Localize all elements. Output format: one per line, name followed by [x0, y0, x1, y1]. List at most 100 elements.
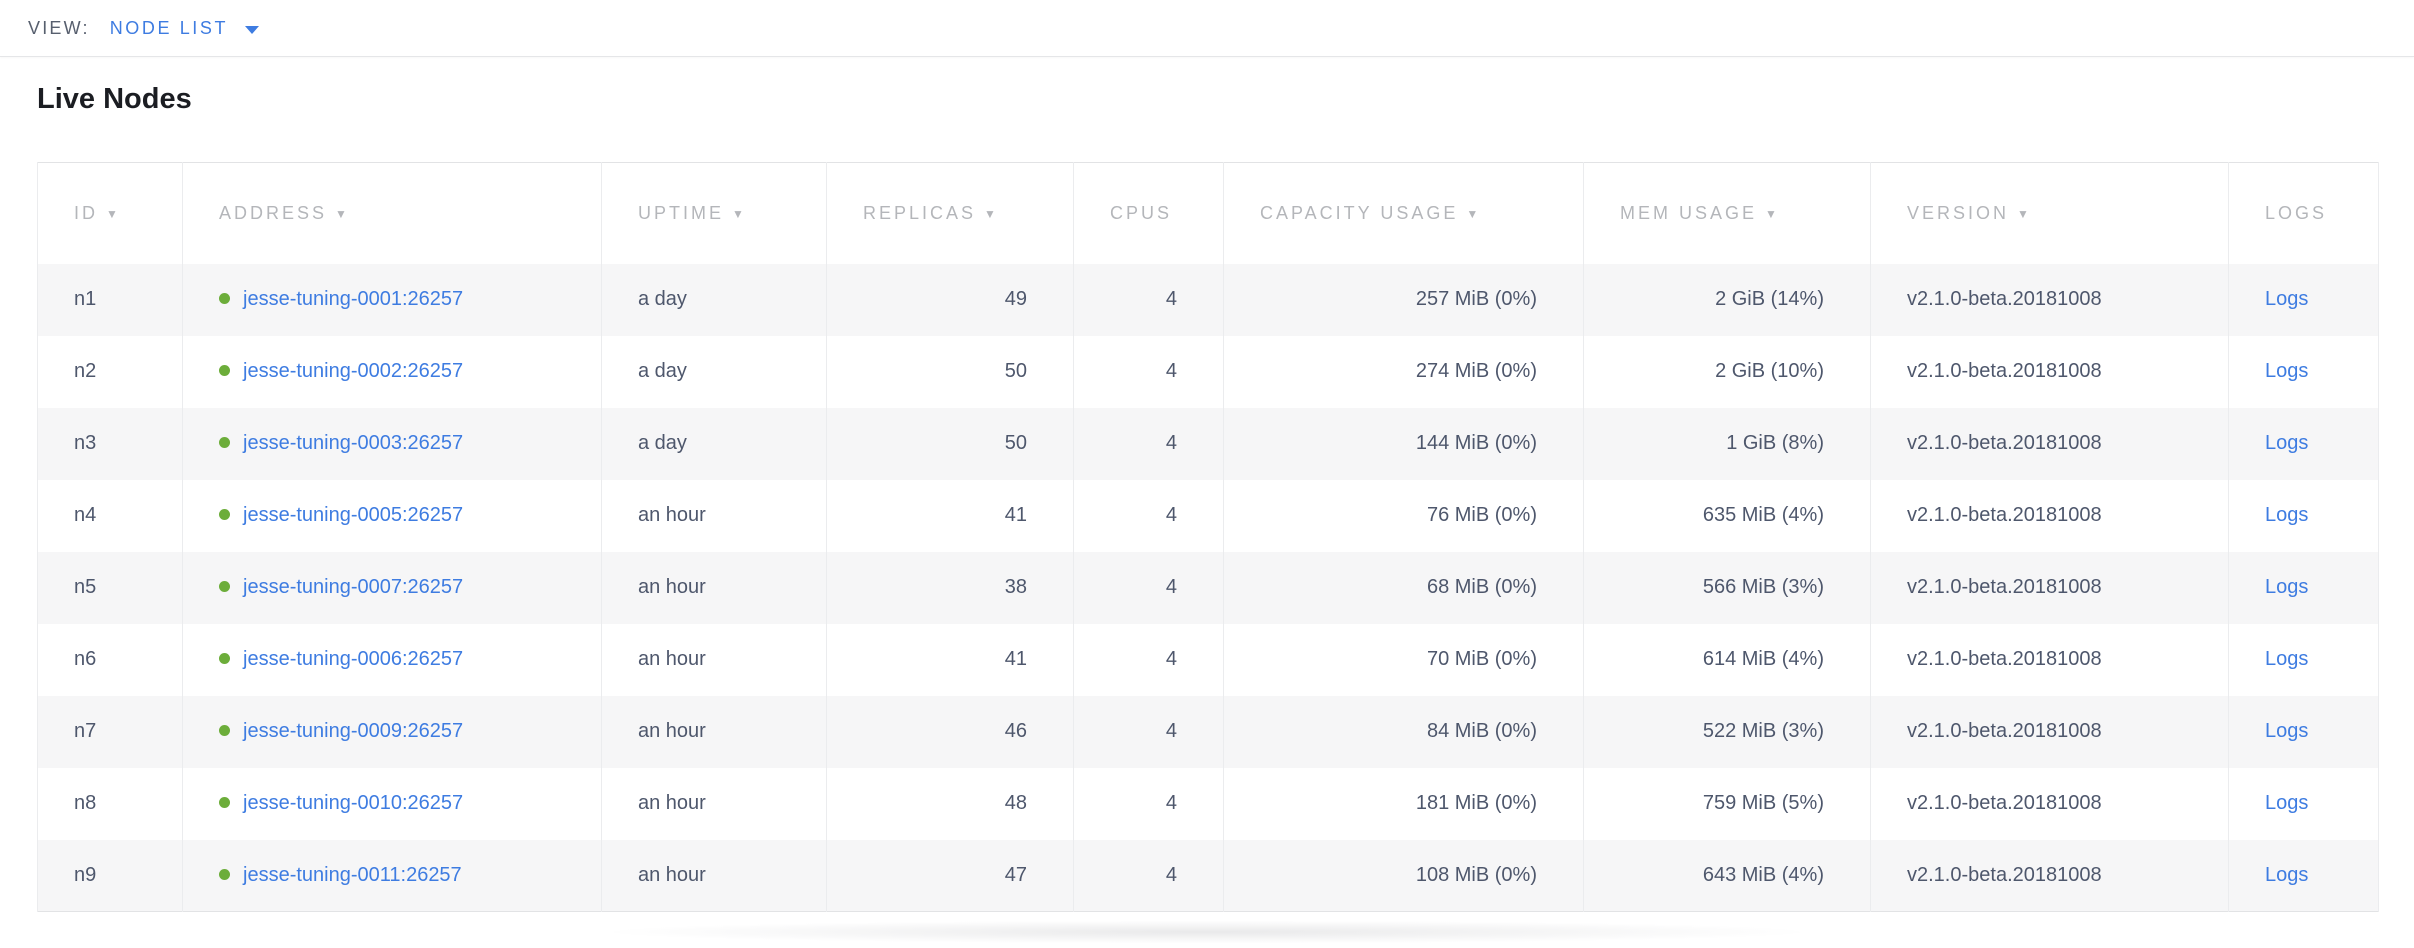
node-address-link[interactable]: jesse-tuning-0001:26257 — [243, 288, 464, 310]
node-mem-cell: 1 GiB (8%) — [1583, 407, 1871, 480]
node-logs-cell: Logs — [2228, 263, 2379, 336]
node-capacity-cell: 68 MiB (0%) — [1223, 551, 1584, 624]
node-cpus-cell: 4 — [1073, 839, 1224, 912]
node-address-cell: jesse-tuning-0005:26257 — [182, 479, 602, 552]
node-capacity-cell: 76 MiB (0%) — [1223, 479, 1584, 552]
node-logs-link[interactable]: Logs — [2265, 288, 2309, 310]
node-logs-cell: Logs — [2228, 407, 2379, 480]
column-header-label: CPUS — [1110, 202, 1173, 223]
node-cpus-cell: 4 — [1073, 551, 1224, 624]
node-address-cell: jesse-tuning-0006:26257 — [182, 623, 602, 696]
node-id-cell: n7 — [37, 695, 183, 768]
node-logs-link[interactable]: Logs — [2265, 863, 2309, 886]
node-uptime-cell: an hour — [601, 839, 827, 912]
node-replicas-cell: 46 — [826, 695, 1074, 768]
column-header-address[interactable]: ADDRESS ▼ — [182, 162, 602, 264]
node-id-cell: n9 — [37, 839, 183, 912]
node-logs-cell: Logs — [2228, 479, 2379, 552]
node-cpus-cell: 4 — [1073, 695, 1224, 768]
view-bar: VIEW: NODE LIST — [0, 0, 2414, 57]
sort-arrow-icon: ▼ — [984, 206, 996, 221]
node-version-cell: v2.1.0-beta.20181008 — [1870, 407, 2229, 480]
node-address-link[interactable]: jesse-tuning-0003:26257 — [243, 432, 464, 454]
node-logs-link[interactable]: Logs — [2265, 576, 2309, 598]
node-replicas-cell: 49 — [826, 263, 1074, 336]
node-address-link[interactable]: jesse-tuning-0005:26257 — [243, 504, 464, 526]
node-logs-link[interactable]: Logs — [2265, 720, 2309, 742]
table-row: n4 jesse-tuning-0005:26257 an hour 41 4 76 Mi… — [37, 479, 2379, 552]
node-address-link[interactable]: jesse-tuning-0007:26257 — [243, 576, 464, 598]
view-selector-dropdown[interactable]: NODE LIST — [110, 18, 260, 39]
column-header-id[interactable]: ID ▼ — [37, 162, 183, 264]
node-address-link[interactable]: jesse-tuning-0002:26257 — [243, 360, 464, 382]
node-id-cell: n5 — [37, 551, 183, 624]
node-replicas-cell: 41 — [826, 623, 1074, 696]
node-logs-link[interactable]: Logs — [2265, 432, 2309, 454]
node-address-cell: jesse-tuning-0011:26257 — [182, 839, 602, 912]
node-version-cell: v2.1.0-beta.20181008 — [1870, 623, 2229, 696]
column-header-capacity[interactable]: CAPACITY USAGE ▼ — [1223, 162, 1584, 264]
node-capacity-cell: 70 MiB (0%) — [1223, 623, 1584, 696]
node-logs-link[interactable]: Logs — [2265, 360, 2309, 382]
node-address-link[interactable]: jesse-tuning-0010:26257 — [243, 792, 464, 814]
table-row: n5 jesse-tuning-0007:26257 an hour 38 4 68 Mi… — [37, 551, 2379, 624]
node-mem-cell: 522 MiB (3%) — [1583, 695, 1871, 768]
node-id-cell: n1 — [37, 263, 183, 336]
node-logs-link[interactable]: Logs — [2265, 792, 2309, 814]
column-header-version[interactable]: VERSION ▼ — [1870, 162, 2229, 264]
node-version-cell: v2.1.0-beta.20181008 — [1870, 767, 2229, 840]
node-replicas-cell: 38 — [826, 551, 1074, 624]
sort-arrow-icon: ▼ — [2017, 206, 2029, 221]
node-version-cell: v2.1.0-beta.20181008 — [1870, 551, 2229, 624]
column-header-replicas[interactable]: REPLICAS ▼ — [826, 162, 1074, 264]
node-version-cell: v2.1.0-beta.20181008 — [1870, 263, 2229, 336]
table-header-row: ID ▼ ADDRESS ▼ UPTIME ▼ REPLICAS ▼ CPUS CAPACITY … — [37, 162, 2379, 264]
node-id-cell: n2 — [37, 335, 183, 408]
node-capacity-cell: 257 MiB (0%) — [1223, 263, 1584, 336]
node-id-cell: n6 — [37, 623, 183, 696]
node-uptime-cell: a day — [601, 335, 827, 408]
node-cpus-cell: 4 — [1073, 407, 1224, 480]
chevron-down-icon — [245, 25, 260, 34]
node-logs-cell: Logs — [2228, 767, 2379, 840]
node-address-cell: jesse-tuning-0001:26257 — [182, 263, 602, 336]
node-logs-link[interactable]: Logs — [2265, 504, 2309, 526]
node-capacity-cell: 84 MiB (0%) — [1223, 695, 1584, 768]
node-live-status-icon — [219, 725, 230, 736]
node-version-cell: v2.1.0-beta.20181008 — [1870, 335, 2229, 408]
node-cpus-cell: 4 — [1073, 263, 1224, 336]
node-id-cell: n3 — [37, 407, 183, 480]
node-version-cell: v2.1.0-beta.20181008 — [1870, 839, 2229, 912]
node-cpus-cell: 4 — [1073, 623, 1224, 696]
node-replicas-cell: 41 — [826, 479, 1074, 552]
node-capacity-cell: 181 MiB (0%) — [1223, 767, 1584, 840]
sort-arrow-icon: ▼ — [106, 206, 118, 221]
node-mem-cell: 566 MiB (3%) — [1583, 551, 1871, 624]
column-header-label: VERSION — [1907, 202, 2010, 223]
node-mem-cell: 635 MiB (4%) — [1583, 479, 1871, 552]
sort-arrow-icon: ▼ — [335, 206, 347, 221]
node-mem-cell: 2 GiB (14%) — [1583, 263, 1871, 336]
node-address-link[interactable]: jesse-tuning-0011:26257 — [243, 863, 462, 886]
table-bottom-shadow — [577, 920, 1837, 944]
column-header-label: ADDRESS — [219, 202, 328, 223]
page-content: Live Nodes ID ▼ ADDRESS ▼ UPTIME ▼ REPLICAS ▼ CP… — [0, 81, 2414, 944]
node-live-status-icon — [219, 293, 230, 304]
node-address-link[interactable]: jesse-tuning-0006:26257 — [243, 648, 464, 670]
column-header-logs: LOGS — [2228, 162, 2379, 264]
column-header-label: MEM USAGE — [1620, 202, 1758, 223]
node-uptime-cell: an hour — [601, 695, 827, 768]
node-logs-cell: Logs — [2228, 695, 2379, 768]
node-capacity-cell: 108 MiB (0%) — [1223, 839, 1584, 912]
column-header-uptime[interactable]: UPTIME ▼ — [601, 162, 827, 264]
column-header-mem[interactable]: MEM USAGE ▼ — [1583, 162, 1871, 264]
node-uptime-cell: an hour — [601, 767, 827, 840]
node-live-status-icon — [219, 365, 230, 376]
node-address-link[interactable]: jesse-tuning-0009:26257 — [243, 720, 464, 742]
node-uptime-cell: an hour — [601, 479, 827, 552]
node-logs-link[interactable]: Logs — [2265, 648, 2309, 670]
node-replicas-cell: 48 — [826, 767, 1074, 840]
page-title: Live Nodes — [37, 83, 192, 115]
column-header-label: ID — [74, 202, 98, 223]
node-uptime-cell: an hour — [601, 623, 827, 696]
